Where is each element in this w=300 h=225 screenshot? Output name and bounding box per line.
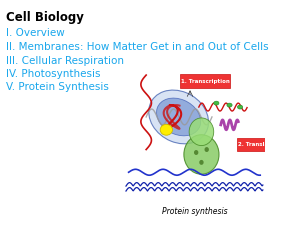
Ellipse shape [227,103,232,107]
FancyBboxPatch shape [180,74,230,88]
Ellipse shape [237,105,243,109]
Circle shape [194,150,198,155]
Ellipse shape [214,101,219,105]
Text: 1. Transcription: 1. Transcription [181,79,229,84]
Circle shape [205,147,209,152]
Circle shape [199,160,204,165]
Text: I. Overview: I. Overview [6,28,64,38]
Ellipse shape [149,90,208,144]
Text: IV. Photosynthesis: IV. Photosynthesis [6,69,100,79]
Circle shape [184,135,219,174]
Text: III. Cellular Respiration: III. Cellular Respiration [6,56,124,66]
Ellipse shape [157,98,201,136]
Text: Cell Biology: Cell Biology [6,11,84,24]
Text: Protein synthesis: Protein synthesis [162,207,227,216]
Text: V. Protein Synthesis: V. Protein Synthesis [6,82,109,92]
Text: II. Membranes: How Matter Get in and Out of Cells: II. Membranes: How Matter Get in and Out… [6,42,268,52]
Text: 2. Translation: 2. Translation [238,142,280,147]
Ellipse shape [160,124,172,135]
Circle shape [189,118,214,146]
FancyBboxPatch shape [237,138,281,151]
